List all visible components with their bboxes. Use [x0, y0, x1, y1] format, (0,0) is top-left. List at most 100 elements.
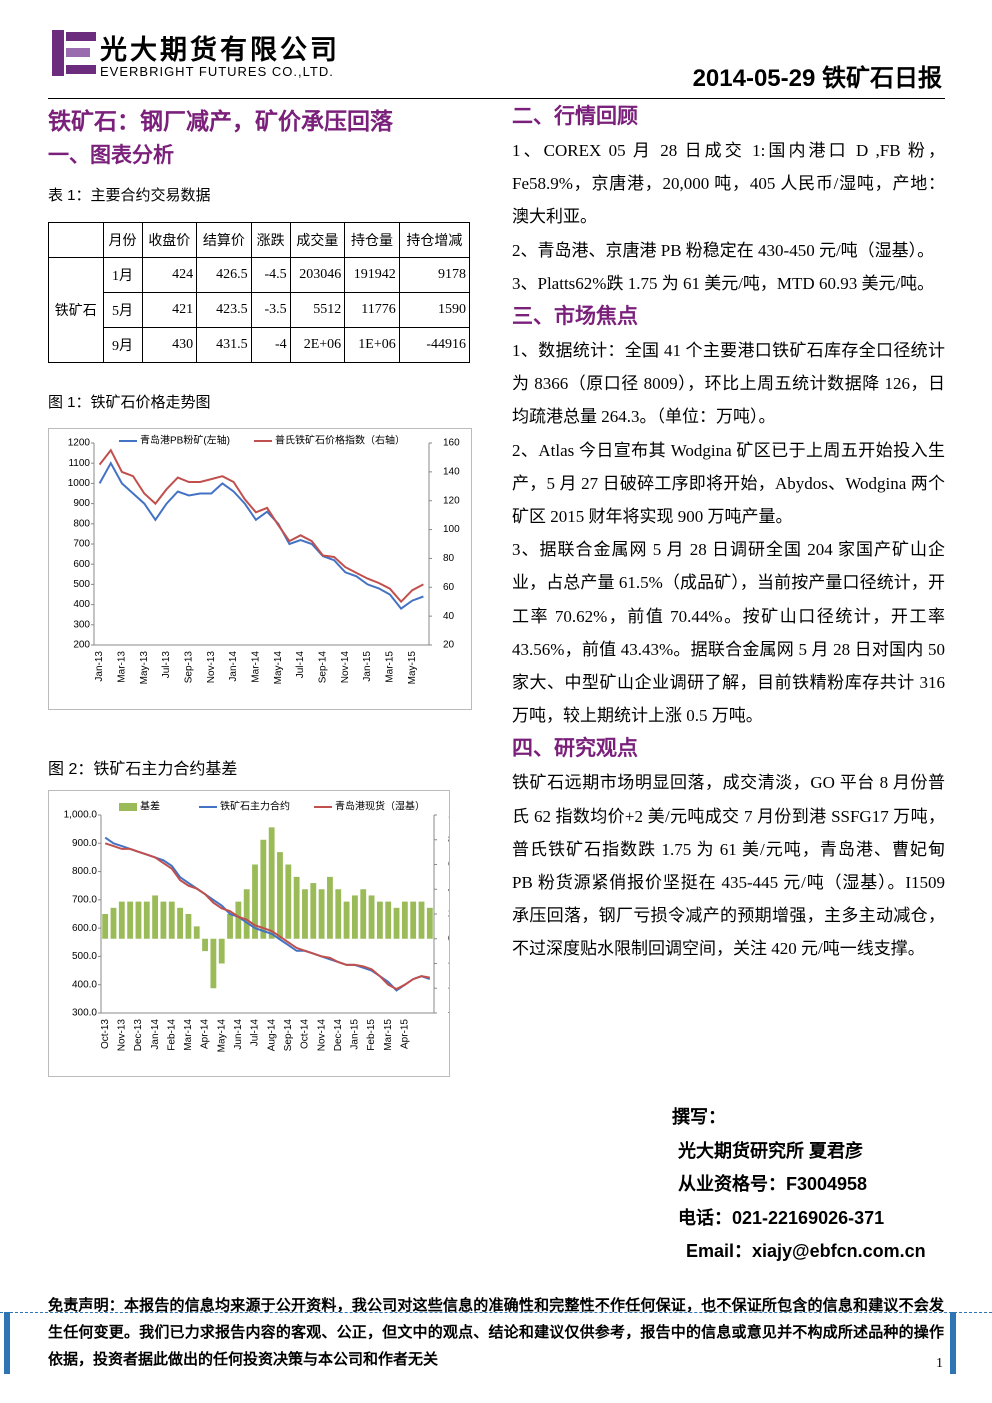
x-tick-label: Jul-14 [250, 1019, 261, 1047]
y-tick-label: 800.0 [72, 866, 97, 877]
page-number: 1 [936, 1356, 943, 1371]
x-tick-label: Mar-15 [385, 651, 396, 683]
y-tick-label: 800 [73, 518, 90, 529]
table-header: 结算价 [196, 222, 252, 258]
bar [102, 914, 109, 939]
table-header: 成交量 [289, 222, 346, 258]
table-cell: 431.5 [196, 327, 252, 363]
x-tick-label: Jan-13 [94, 651, 105, 682]
y-tick-label: 1,000.0 [64, 810, 98, 821]
bar [343, 901, 350, 939]
bar [385, 901, 392, 939]
bar [393, 907, 400, 939]
table-cell: 9178 [398, 257, 471, 293]
x-tick-label: May-13 [139, 651, 150, 685]
author-phone: 电话：021-22169026-371 [678, 1207, 885, 1228]
x-tick-label: Sep-14 [318, 651, 329, 684]
x-tick-label: Apr-15 [400, 1019, 411, 1049]
x-tick-label: Oct-13 [100, 1019, 111, 1049]
bar [418, 901, 425, 939]
author-license: 从业资格号：F3004958 [678, 1174, 868, 1194]
table-row: 9月 430 431.5 -4 2E+06 1E+06 -44916 [49, 327, 471, 363]
disclaimer: 免责声明：本报告的信息均来源于公开资料，我公司对这些信息的准确性和完整性不作任何… [48, 1297, 944, 1368]
table-cell: 1E+06 [344, 327, 400, 363]
x-tick-label: Jul-13 [161, 651, 172, 679]
table-cell: -4 [250, 327, 291, 363]
x-tick-label: May-14 [216, 1019, 227, 1053]
bar [202, 938, 208, 952]
table-cell: 191942 [344, 257, 400, 293]
chart: 200 300 400 500 600 700 800 900 1000 1100 1200 20 40… [48, 428, 472, 710]
bar [168, 901, 175, 939]
author-email: Email：xiajy@ebfcn.com.cn [686, 1241, 926, 1261]
x-tick-label: May-14 [273, 651, 284, 685]
x-tick-label: Nov-14 [340, 651, 351, 684]
legend-label: 铁矿石主力合约 [220, 800, 290, 813]
report-title: 2014-05-29 铁矿石日报 [692, 65, 942, 92]
paragraph: 铁矿石远期市场明显回落，成交清淡，GO 平台 8 月份普氏 62 指数均价+2 … [512, 773, 945, 959]
x-tick-label: Nov-14 [316, 1019, 327, 1052]
line-series [98, 461, 424, 610]
y2-tick-label: 60 [448, 859, 450, 870]
section-heading: 四、研究观点 [512, 737, 638, 761]
table-cell: 1590 [398, 292, 471, 328]
table-caption: 表 1：主要合约交易数据 [48, 187, 211, 204]
y-tick-label: 900 [73, 498, 90, 509]
y-tick-label: 500.0 [72, 951, 97, 962]
table-cell [48, 222, 104, 258]
table-cell: 2E+06 [289, 327, 346, 363]
paragraph: 1、数据统计：全国 41 个主要港口铁矿石库存全口径统计为 8366（原口径 8… [512, 341, 945, 427]
y-tick-label: 200 [73, 640, 90, 651]
bar [335, 889, 342, 939]
bar [235, 901, 242, 939]
y2-tick-label: 40 [443, 611, 455, 622]
paragraph: 1、COREX 05 月 28 日成交 1:国内港口 D ,FB 粉，Fe58.… [512, 141, 945, 227]
bar [210, 938, 217, 989]
y-tick-label: 400.0 [72, 979, 97, 990]
x-tick-label: Dec-14 [333, 1019, 344, 1052]
y2-tick-label: -20 [448, 958, 450, 969]
company-cn: 光大期货有限公司 [100, 35, 340, 65]
bar [401, 901, 408, 939]
bar [351, 895, 358, 939]
table-cell: -4.5 [250, 257, 291, 293]
table-cell: 铁矿石 [48, 257, 104, 363]
y2-tick-label: 140 [443, 466, 460, 477]
table-cell: 11776 [344, 292, 400, 328]
x-tick-label: Feb-14 [166, 1019, 177, 1051]
table-cell: 1月 [102, 257, 143, 293]
y-tick-label: 700.0 [72, 894, 97, 905]
bar [243, 889, 250, 939]
paragraph: 2、青岛港、京唐港 PB 粉稳定在 430-450 元/吨（湿基）。 [512, 240, 935, 260]
author-label: 撰写： [672, 1107, 726, 1127]
y2-tick-label: 160 [443, 438, 460, 449]
logo [52, 30, 96, 76]
y2-tick-label: -60 [448, 1008, 450, 1019]
x-tick-label: Nov-13 [206, 651, 217, 684]
bar [302, 889, 308, 939]
line-series [104, 842, 430, 991]
table-cell: 430 [141, 327, 198, 363]
y-tick-label: 1000 [68, 478, 91, 489]
y2-tick-label: 40 [448, 884, 450, 895]
table-cell: 424 [141, 257, 198, 293]
y2-tick-label: -40 [448, 983, 450, 994]
author-org: 光大期货研究所 夏君彦 [678, 1140, 863, 1161]
figure-caption: 图 1：铁矿石价格走势图 [48, 394, 211, 411]
x-tick-label: Jan-14 [228, 651, 239, 682]
y2-tick-label: 80 [448, 834, 450, 845]
x-tick-label: Oct-14 [300, 1019, 311, 1049]
table-cell: -44916 [398, 327, 471, 363]
bar [260, 839, 267, 939]
table-header: 持仓增减 [398, 222, 471, 258]
y2-tick-label: 60 [443, 582, 455, 593]
table-row: 月份 收盘价 结算价 涨跌 成交量 持仓量 持仓增减 [48, 222, 471, 258]
x-tick-label: Aug-14 [266, 1019, 277, 1052]
table-cell: 5月 [102, 292, 143, 328]
author-block: 撰写： 光大期货研究所 夏君彦 从业资格号：F3004958 电话：021-22… [672, 1101, 926, 1269]
table-cell: 5512 [289, 292, 346, 328]
y2-tick-label: 0 [448, 933, 450, 944]
bar [293, 876, 300, 939]
x-tick-label: Jan-15 [362, 651, 373, 682]
